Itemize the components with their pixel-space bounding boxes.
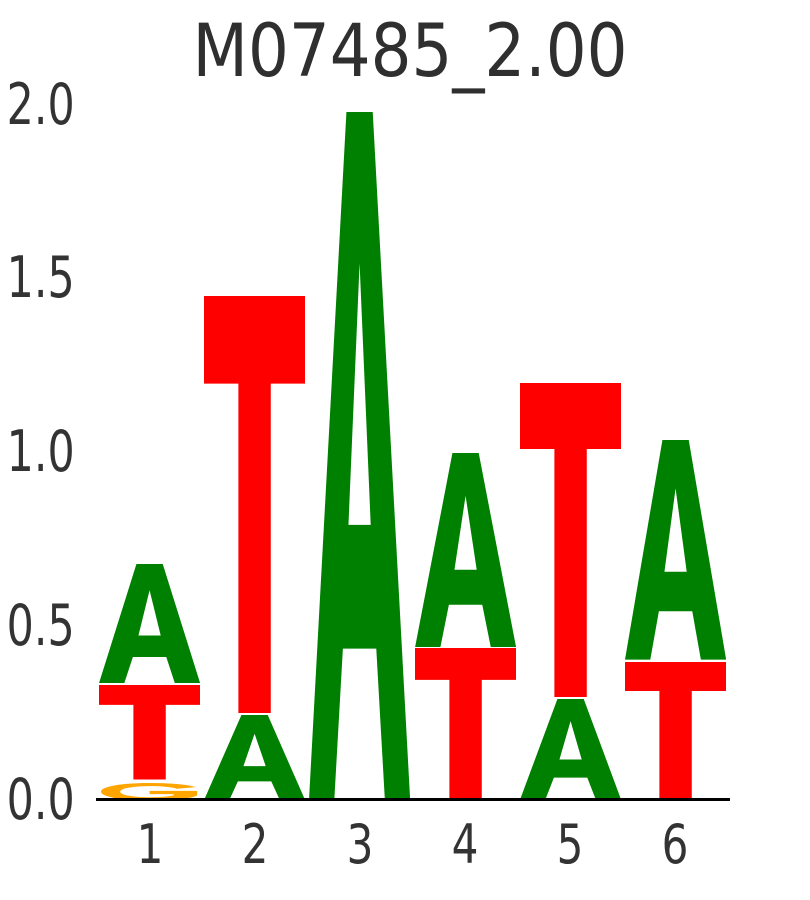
A-glyph — [414, 452, 516, 648]
logo-letter-G-pos-1 — [101, 782, 198, 800]
A-glyph — [99, 563, 201, 683]
T-glyph — [204, 296, 306, 714]
x-tick-label-3: 3 — [346, 813, 374, 876]
A-glyph — [519, 699, 621, 800]
G-glyph — [101, 782, 198, 800]
y-tick-label-0.5: 0.5 — [7, 592, 75, 659]
A-glyph — [309, 111, 411, 800]
x-tick-label-1: 1 — [136, 813, 163, 876]
A-glyph — [204, 714, 306, 800]
logo-letter-T-pos-2 — [204, 296, 306, 714]
logo-letter-T-pos-4 — [414, 648, 516, 800]
y-tick-label-1.5: 1.5 — [7, 245, 75, 312]
logo-letter-A-pos-5 — [519, 699, 621, 800]
plot-title: M07485_2.00 — [192, 9, 628, 94]
logo-letter-T-pos-1 — [99, 685, 201, 780]
logo-letter-A-pos-2 — [204, 714, 306, 800]
logo-letter-A-pos-3 — [309, 111, 411, 800]
logo-letter-A-pos-6 — [624, 440, 726, 660]
logo-letter-T-pos-5 — [519, 383, 621, 698]
logo-letter-A-pos-1 — [99, 563, 201, 683]
T-glyph — [414, 648, 516, 800]
x-tick-label-6: 6 — [662, 813, 689, 876]
y-tick-label-0.0: 0.0 — [7, 766, 75, 833]
logo-letter-A-pos-4 — [414, 452, 516, 648]
logo-plot-area — [97, 105, 728, 800]
x-axis-line — [96, 798, 730, 801]
y-tick-label-1.0: 1.0 — [7, 419, 75, 485]
y-axis: 2.0 1.5 1.0 0.5 0.0 — [0, 0, 80, 900]
T-glyph — [624, 662, 726, 800]
logo-letter-T-pos-6 — [624, 662, 726, 800]
y-tick-label-2.0: 2.0 — [7, 71, 75, 138]
T-glyph — [519, 383, 621, 698]
A-glyph — [624, 440, 726, 660]
T-glyph — [99, 685, 201, 780]
x-tick-label-5: 5 — [556, 813, 584, 876]
x-tick-label-2: 2 — [241, 813, 269, 876]
x-tick-label-4: 4 — [451, 813, 479, 876]
